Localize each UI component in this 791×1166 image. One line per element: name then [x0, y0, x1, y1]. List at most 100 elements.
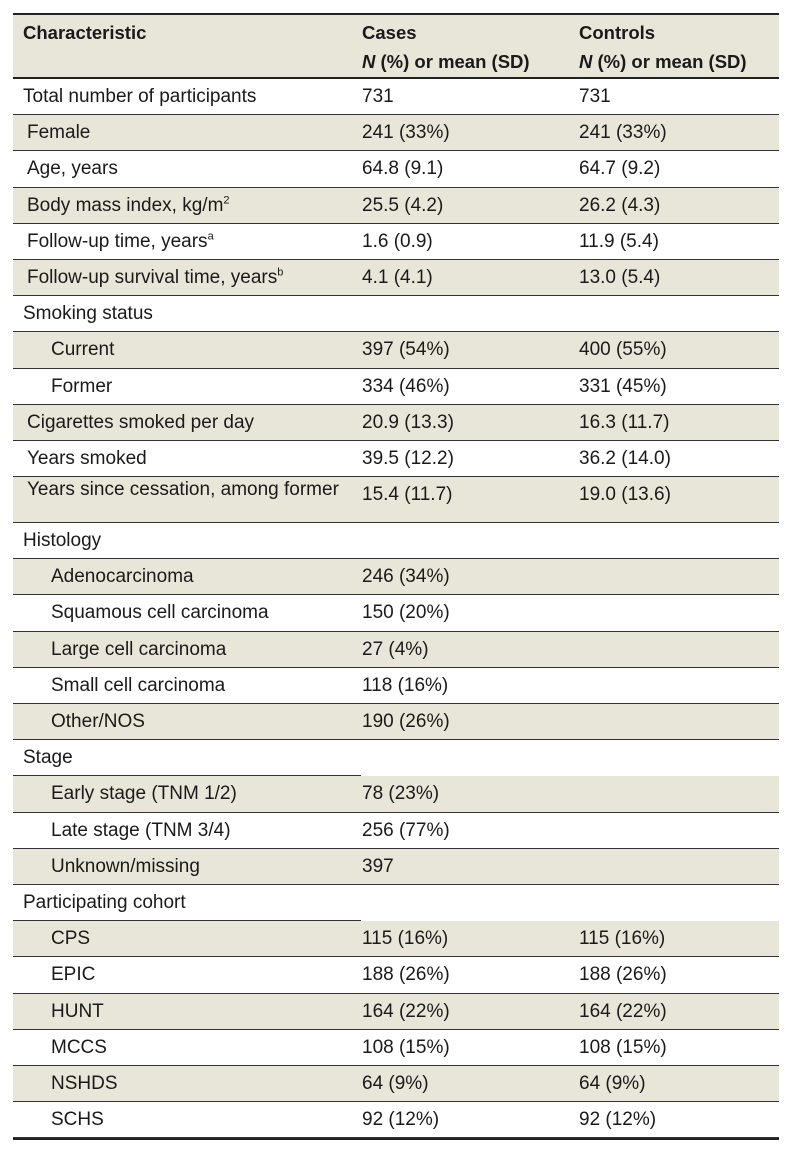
- table-row: Adenocarcinoma 246 (34%): [13, 559, 779, 596]
- table-row: Participating cohort: [13, 884, 779, 922]
- cases-value: 241 (33%): [362, 122, 450, 144]
- row-label: Female: [27, 122, 91, 144]
- table-row: Histology: [13, 523, 779, 560]
- cases-value: 25.5 (4.2): [362, 194, 444, 216]
- row-blank-area: [361, 740, 779, 777]
- row-label: Late stage (TNM 3/4): [51, 819, 231, 841]
- table-row: NSHDS 64 (9%) 64 (9%): [13, 1065, 779, 1103]
- table-row: Total number of participants 731 731: [13, 79, 779, 116]
- row-label: Early stage (TNM 1/2): [51, 783, 237, 805]
- cases-value: 39.5 (12.2): [362, 447, 454, 469]
- table-row: SCHS 92 (12%) 92 (12%): [13, 1102, 779, 1139]
- table-row: Other/NOS 190 (26%): [13, 704, 779, 741]
- controls-value: 331 (45%): [579, 375, 667, 397]
- footnote-marker: 2: [223, 194, 230, 207]
- table-row: HUNT 164 (22%) 164 (22%): [13, 993, 779, 1030]
- cases-value: 150 (20%): [362, 602, 450, 624]
- row-label: Cigarettes smoked per day: [27, 411, 255, 433]
- cases-value: 15.4 (11.7): [362, 484, 453, 506]
- table-row: Unknown/missing 397: [13, 848, 779, 885]
- controls-value: 115 (16%): [579, 928, 666, 950]
- table-header: Characteristic Cases Controls N (%) or m…: [13, 13, 779, 79]
- row-label: Large cell carcinoma: [51, 638, 227, 660]
- table-row: Female 241 (33%) 241 (33%): [13, 115, 779, 152]
- controls-value: 188 (26%): [579, 964, 667, 986]
- footnote-marker: a: [207, 230, 214, 243]
- cases-value: 64 (9%): [362, 1072, 429, 1094]
- row-label: Smoking status: [23, 303, 153, 325]
- cases-value: 78 (23%): [362, 783, 440, 805]
- controls-value: 92 (12%): [579, 1109, 657, 1131]
- table-body: Total number of participants 731 731 Female…: [13, 79, 779, 1139]
- cases-value: 115 (16%): [362, 928, 449, 950]
- row-label: Years smoked: [27, 447, 147, 469]
- controls-value: 26.2 (4.3): [579, 194, 661, 216]
- controls-value: 108 (15%): [579, 1036, 667, 1058]
- row-label: Other/NOS: [51, 711, 145, 732]
- row-label: Stage: [23, 747, 73, 769]
- header-cases: Cases: [362, 22, 417, 43]
- row-label: HUNT: [51, 1000, 104, 1022]
- controls-value: 13.0 (5.4): [579, 266, 661, 288]
- cases-value: 188 (26%): [362, 964, 450, 986]
- controls-value: 400 (55%): [579, 339, 667, 361]
- table-row: Age, years 64.8 (9.1) 64.7 (9.2): [13, 151, 779, 188]
- row-label: Years since cessation, among former: [27, 479, 339, 501]
- table-row: CPS 115 (16%) 115 (16%): [13, 921, 779, 958]
- table-row: Cigarettes smoked per day 20.9 (13.3) 16.3…: [13, 404, 779, 441]
- controls-value: 64.7 (9.2): [579, 158, 661, 180]
- row-label: Age, years: [27, 158, 118, 180]
- header-characteristic: Characteristic: [23, 22, 147, 43]
- table-row: Years smoked 39.5 (12.2) 36.2 (14.0): [13, 440, 779, 478]
- row-label: Adenocarcinoma: [51, 566, 194, 588]
- table-row: Stage: [13, 740, 779, 777]
- row-label: NSHDS: [51, 1072, 118, 1094]
- cases-value: 4.1 (4.1): [362, 266, 433, 288]
- header-cases-subtitle: N (%) or mean (SD): [362, 51, 530, 72]
- row-label: Follow-up survival time, yearsb: [27, 266, 284, 288]
- table-row: Years since cessation, among former 15.4 …: [13, 477, 779, 524]
- table-row: Current 397 (54%) 400 (55%): [13, 332, 779, 369]
- cases-value: 334 (46%): [362, 375, 450, 397]
- row-label: SCHS: [51, 1109, 104, 1131]
- controls-value: 164 (22%): [579, 1000, 667, 1022]
- row-label: EPIC: [51, 964, 96, 986]
- cases-value: 731: [362, 86, 394, 107]
- cases-value: 256 (77%): [362, 819, 450, 841]
- row-label: Body mass index, kg/m2: [27, 194, 230, 216]
- row-label: Follow-up time, yearsa: [27, 230, 214, 252]
- table-row: Former 334 (46%) 331 (45%): [13, 368, 779, 405]
- cases-value: 1.6 (0.9): [362, 230, 433, 252]
- row-label: CPS: [51, 928, 91, 950]
- controls-value: 19.0 (13.6): [579, 484, 671, 506]
- controls-value: 731: [579, 86, 611, 107]
- row-label: Former: [51, 375, 113, 397]
- table-row: Large cell carcinoma 27 (4%): [13, 631, 779, 668]
- characteristics-table: Characteristic Cases Controls N (%) or m…: [13, 13, 779, 1141]
- cases-value: 108 (15%): [362, 1036, 450, 1058]
- footnote-marker: b: [277, 266, 284, 279]
- controls-value: 64 (9%): [579, 1072, 646, 1094]
- table-row: Body mass index, kg/m2 25.5 (4.2) 26.2 (4.…: [13, 187, 779, 224]
- header-controls-subtitle: N (%) or mean (SD): [579, 51, 747, 72]
- cases-value: 397: [362, 855, 394, 877]
- table-row: Follow-up time, yearsa 1.6 (0.9) 11.9 (5.4…: [13, 223, 779, 260]
- table-row: Small cell carcinoma 118 (16%): [13, 667, 779, 704]
- cases-value: 64.8 (9.1): [362, 158, 444, 180]
- table-row: MCCS 108 (15%) 108 (15%): [13, 1029, 779, 1066]
- cases-value: 92 (12%): [362, 1109, 440, 1131]
- table-row: Follow-up survival time, yearsb 4.1 (4.1)…: [13, 259, 779, 297]
- cases-value: 246 (34%): [362, 566, 450, 588]
- cases-value: 190 (26%): [362, 711, 450, 732]
- table-row: Smoking status: [13, 296, 779, 333]
- row-label: Histology: [23, 530, 102, 552]
- controls-value: 16.3 (11.7): [579, 411, 670, 433]
- row-label: Total number of participants: [23, 86, 257, 107]
- table-bottom-rule: [13, 1138, 779, 1141]
- cases-value: 397 (54%): [362, 339, 450, 361]
- table-row: Late stage (TNM 3/4) 256 (77%): [13, 812, 779, 849]
- row-label: Unknown/missing: [51, 855, 200, 877]
- row-label: Current: [51, 339, 115, 361]
- row-blank-area: [361, 884, 779, 922]
- cases-value: 118 (16%): [362, 674, 449, 696]
